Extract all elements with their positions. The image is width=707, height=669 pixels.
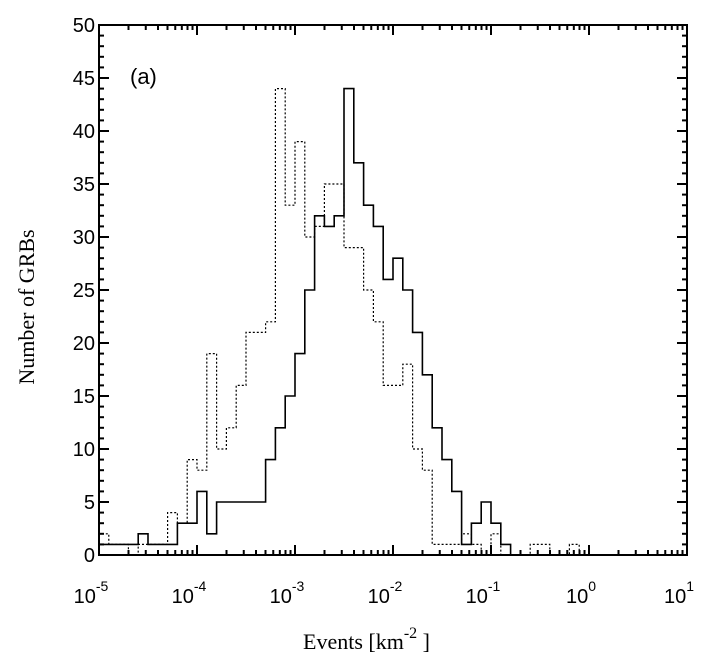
x-tick-base: 10 <box>74 586 96 608</box>
y-tick-label: 0 <box>84 545 95 567</box>
y-tick-label: 35 <box>73 174 95 196</box>
histogram-dotted-series <box>98 88 589 556</box>
panel-label: (a) <box>130 64 157 89</box>
x-axis-title-exponent: -2 <box>404 625 417 642</box>
x-axis-title-main: Events [km <box>303 629 404 654</box>
x-tick-base: 10 <box>566 586 588 608</box>
x-tick-label: 100 <box>566 578 596 608</box>
y-tick-label: 5 <box>84 492 95 514</box>
x-axis-title-suffix: ] <box>417 629 430 654</box>
y-tick-label: 20 <box>73 333 95 355</box>
x-tick-exponent: -4 <box>194 578 207 594</box>
x-tick-base: 10 <box>664 586 686 608</box>
x-tick-base: 10 <box>466 586 488 608</box>
x-tick-label: 10-1 <box>466 578 501 608</box>
y-tick-label: 50 <box>73 15 95 37</box>
series-layer <box>98 87 589 556</box>
histogram-solid-series <box>98 87 589 556</box>
x-tick-base: 10 <box>172 586 194 608</box>
x-tick-exponent: -2 <box>390 578 403 594</box>
y-axis-title: Number of GRBs <box>14 229 39 384</box>
x-tick-label: 10-2 <box>368 578 403 608</box>
x-tick-label: 10-3 <box>270 578 305 608</box>
x-tick-base: 10 <box>270 586 292 608</box>
axis-ticks <box>98 24 687 556</box>
y-tick-label: 45 <box>73 68 95 90</box>
y-tick-label: 25 <box>73 280 95 302</box>
x-tick-label: 10-5 <box>74 578 109 608</box>
y-tick-label: 30 <box>73 227 95 249</box>
x-tick-exponent: -5 <box>96 578 109 594</box>
x-tick-base: 10 <box>368 586 390 608</box>
x-tick-label: 10-4 <box>172 578 207 608</box>
x-tick-label: 101 <box>664 578 694 608</box>
x-tick-exponent: -1 <box>488 578 501 594</box>
y-tick-label: 15 <box>73 386 95 408</box>
x-tick-exponent: 1 <box>686 578 694 594</box>
x-tick-exponent: 0 <box>588 578 596 594</box>
x-axis-title: Events [km-2 ] <box>303 625 430 654</box>
y-tick-label: 40 <box>73 121 95 143</box>
y-tick-label: 10 <box>73 439 95 461</box>
plot-frame <box>98 24 688 556</box>
x-tick-exponent: -3 <box>292 578 305 594</box>
